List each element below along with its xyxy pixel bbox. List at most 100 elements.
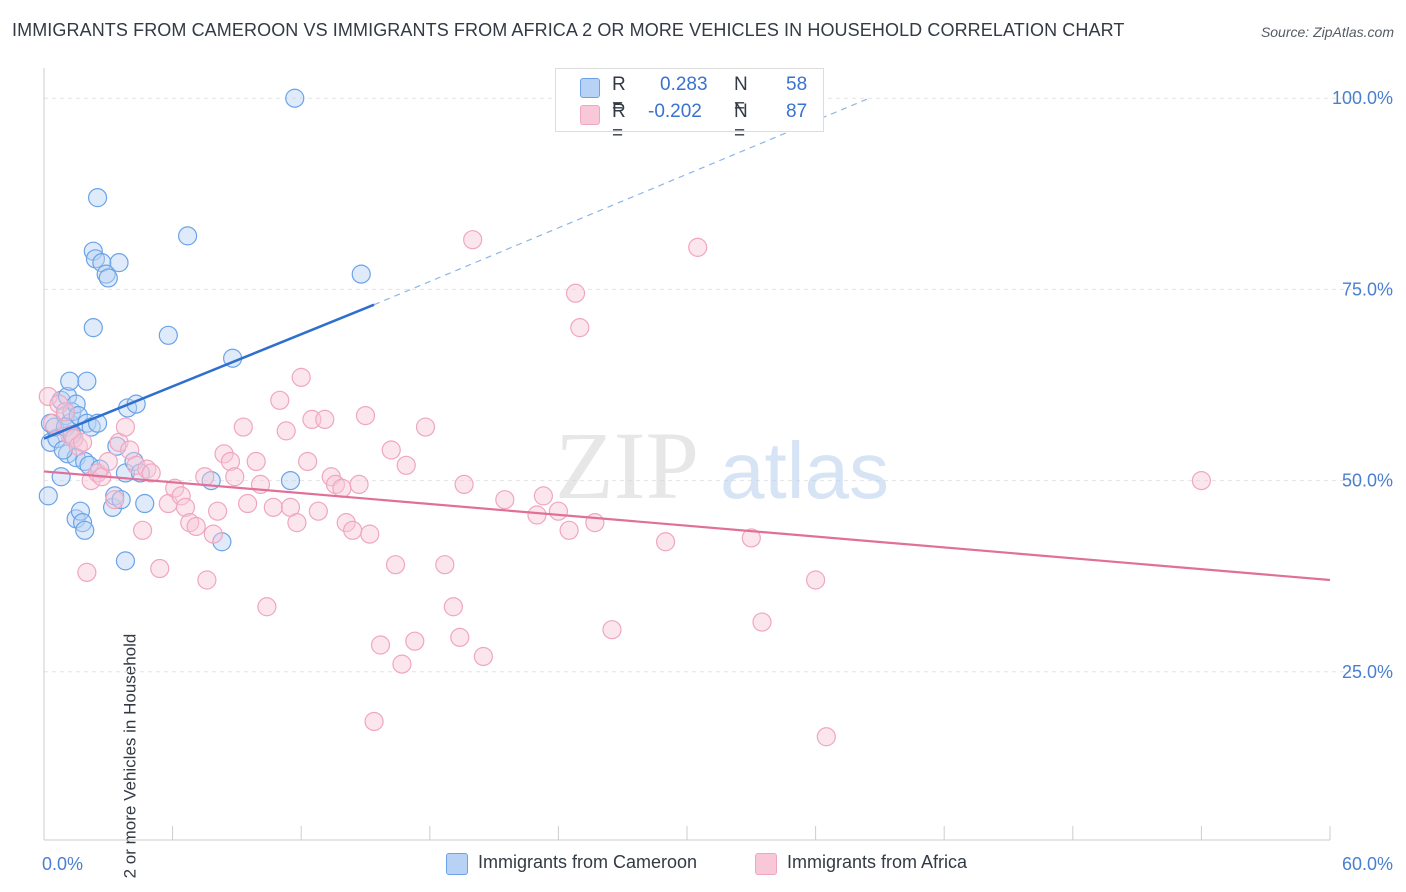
data-point-africa xyxy=(450,627,470,647)
data-point-africa xyxy=(171,486,191,506)
data-point-africa xyxy=(197,570,217,590)
data-point-africa xyxy=(741,528,761,548)
data-point-africa xyxy=(405,631,425,651)
data-point-africa xyxy=(126,455,146,475)
data-point-africa xyxy=(72,432,93,452)
data-point-africa xyxy=(364,711,384,732)
data-point-africa xyxy=(238,493,258,514)
data-point-africa xyxy=(454,474,474,495)
data-point-africa xyxy=(132,520,153,540)
bottom-swatch-cameroon xyxy=(446,853,468,875)
bottom-legend-label: Immigrants from Cameroon xyxy=(478,852,698,872)
legend-n-value: 87 xyxy=(786,101,808,122)
trend-lines xyxy=(43,97,1331,582)
data-point-africa xyxy=(270,390,290,410)
data-point-africa xyxy=(49,394,69,414)
data-point-africa xyxy=(105,490,125,510)
data-point-africa xyxy=(332,478,352,498)
data-point-africa xyxy=(298,451,318,472)
data-point-cameroon xyxy=(135,493,155,514)
data-point-africa xyxy=(385,555,406,575)
data-point-africa xyxy=(98,451,118,472)
data-point-africa xyxy=(533,486,553,506)
watermark-atlas: atlas xyxy=(720,426,889,515)
data-point-africa xyxy=(220,451,241,472)
data-point-cameroon xyxy=(77,371,97,391)
data-point-cameroon xyxy=(280,470,301,491)
data-point-cameroon xyxy=(70,501,91,521)
legend-n-label: N = xyxy=(734,101,748,144)
watermark-zip: ZIP xyxy=(555,412,699,519)
data-point-cameroon xyxy=(158,325,178,345)
series-africa xyxy=(38,230,1212,747)
chart-title: IMMIGRANTS FROM CAMEROON VS IMMIGRANTS F… xyxy=(12,20,1125,40)
data-point-africa xyxy=(263,497,283,517)
data-point-africa xyxy=(355,405,376,426)
y-tick-label: 100.0% xyxy=(1332,88,1393,108)
data-point-africa xyxy=(55,402,76,422)
data-point-africa xyxy=(115,417,136,437)
y-tick-label: 75.0% xyxy=(1342,279,1393,299)
data-point-africa xyxy=(559,520,579,540)
data-point-africa xyxy=(38,386,58,407)
data-point-africa xyxy=(688,237,708,257)
trend-line-cameroon-extension xyxy=(373,97,870,306)
correlation-legend: R = 0.283 N = 58 R = -0.202 N = 87 xyxy=(555,68,824,144)
data-point-africa xyxy=(276,421,296,441)
data-point-africa xyxy=(655,532,676,552)
trend-line-africa xyxy=(43,470,1331,582)
grid-lines xyxy=(44,97,1360,673)
data-point-africa xyxy=(203,524,223,544)
data-point-cameroon xyxy=(285,88,305,108)
data-point-africa xyxy=(370,635,391,655)
x-tick-label: 60.0% xyxy=(1342,854,1393,874)
watermark: ZIP atlas xyxy=(555,412,889,519)
data-point-africa xyxy=(495,490,515,510)
data-point-africa xyxy=(195,467,215,487)
data-point-africa xyxy=(548,501,569,521)
data-point-africa xyxy=(287,513,307,533)
y-tick-label: 50.0% xyxy=(1342,471,1393,491)
trend-line-cameroon xyxy=(43,303,375,440)
bottom-legend-cameroon: Immigrants from Cameroon xyxy=(446,852,698,875)
data-point-cameroon xyxy=(38,486,58,506)
y-tick-label: 25.0% xyxy=(1342,662,1393,682)
data-point-africa xyxy=(805,570,826,590)
tick-labels: 25.0% 50.0% 75.0% 100.0% 0.0% 60.0% xyxy=(42,88,1393,874)
legend-r-value: 0.283 xyxy=(660,74,708,95)
data-point-cameroon xyxy=(111,490,131,510)
data-point-cameroon xyxy=(115,551,136,571)
data-point-africa xyxy=(315,409,335,430)
data-point-cameroon xyxy=(66,394,86,414)
data-point-africa xyxy=(1191,470,1212,491)
data-point-africa xyxy=(291,367,311,387)
data-point-africa xyxy=(214,444,234,464)
data-point-africa xyxy=(396,455,416,475)
data-point-africa xyxy=(42,413,63,433)
legend-r-label: R = xyxy=(612,101,626,144)
data-point-africa xyxy=(381,440,401,460)
data-point-africa xyxy=(527,505,547,525)
data-point-africa xyxy=(233,417,253,437)
data-point-cameroon xyxy=(98,268,118,288)
data-point-cameroon xyxy=(83,318,103,338)
data-point-africa xyxy=(443,597,463,617)
data-point-africa xyxy=(463,230,483,250)
data-point-africa xyxy=(208,501,228,521)
data-point-africa xyxy=(392,654,412,674)
data-point-africa xyxy=(415,417,436,437)
data-point-africa xyxy=(246,451,266,472)
series-cameroon xyxy=(38,88,371,571)
data-point-africa xyxy=(816,727,836,747)
legend-swatch-africa xyxy=(580,105,600,125)
data-point-africa xyxy=(308,501,328,521)
data-point-africa xyxy=(752,612,772,632)
axes xyxy=(43,68,1331,841)
data-point-africa xyxy=(77,562,97,582)
data-point-cameroon xyxy=(178,226,198,246)
data-point-cameroon xyxy=(87,188,108,208)
data-point-africa xyxy=(336,513,356,533)
data-point-africa xyxy=(225,467,245,487)
data-point-africa xyxy=(565,283,586,303)
